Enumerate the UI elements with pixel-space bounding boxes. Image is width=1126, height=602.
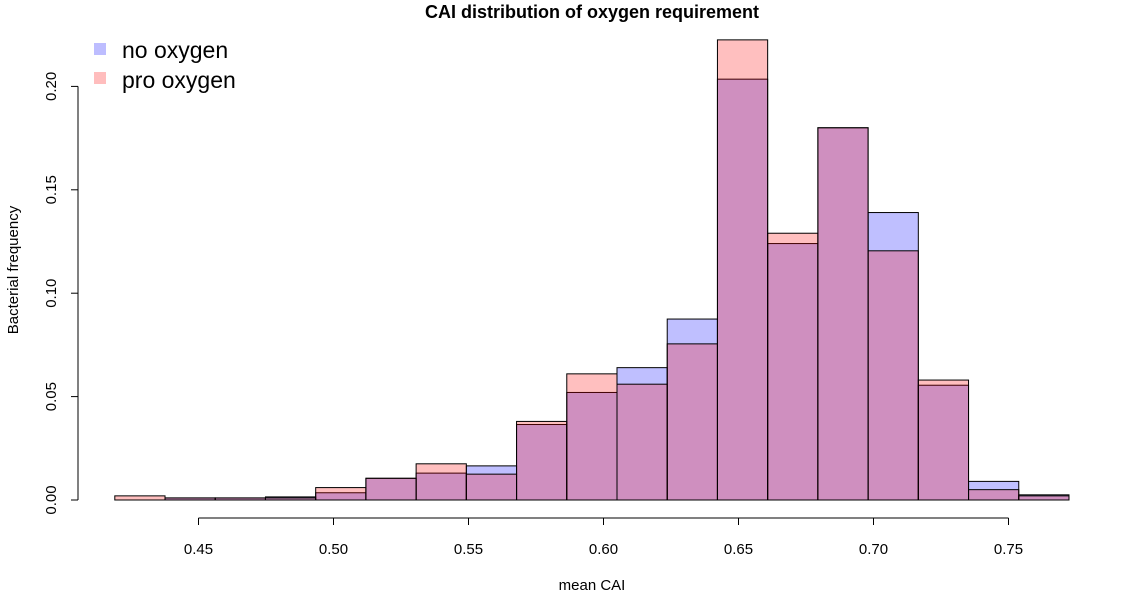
x-tick-label: 0.70 xyxy=(859,541,888,558)
axes-layer: 0.45 0.50 0.55 0.60 0.65 0.70 0.75 0.00 0.05 0.1… xyxy=(43,72,1023,558)
legend-label-no-oxygen: no oxygen xyxy=(122,37,228,63)
bar-pro-oxygen-0 xyxy=(114,495,166,501)
y-tick-label: 0.10 xyxy=(43,279,60,308)
y-tick-label: 0.05 xyxy=(43,382,60,411)
bar-pro-oxygen-7 xyxy=(465,473,518,501)
bar-pro-oxygen-18 xyxy=(1018,495,1070,501)
bar-pro-oxygen-12 xyxy=(716,39,769,501)
bar-pro-oxygen-3 xyxy=(264,497,317,501)
y-axis-ticks: 0.00 0.05 0.10 0.15 0.20 xyxy=(43,72,78,515)
legend-label-pro-oxygen: pro oxygen xyxy=(122,67,236,93)
x-tick-label: 0.75 xyxy=(994,541,1023,558)
bar-pro-oxygen-15 xyxy=(867,250,919,501)
bar-pro-oxygen-1 xyxy=(164,497,216,501)
x-tick-label: 0.60 xyxy=(589,541,618,558)
bar-pro-oxygen-5 xyxy=(365,477,417,501)
legend-swatch-pro-oxygen xyxy=(94,72,106,84)
bar-pro-oxygen-2 xyxy=(214,497,266,501)
x-tick-label: 0.45 xyxy=(184,541,213,558)
y-tick-label: 0.00 xyxy=(43,485,60,514)
bar-pro-oxygen-11 xyxy=(666,343,718,501)
x-tick-label: 0.50 xyxy=(319,541,348,558)
bar-pro-oxygen-8 xyxy=(516,420,568,501)
bar-no-oxygen-11 xyxy=(666,318,718,501)
bar-pro-oxygen-13 xyxy=(767,232,819,501)
bar-pro-oxygen-4 xyxy=(315,487,367,501)
chart-title: CAI distribution of oxygen requirement xyxy=(425,2,759,22)
bar-pro-oxygen-17 xyxy=(968,489,1020,501)
y-tick-label: 0.20 xyxy=(43,72,60,101)
y-tick-label: 0.15 xyxy=(43,175,60,204)
bar-pro-oxygen-16 xyxy=(917,379,970,501)
bar-no-oxygen-13 xyxy=(767,243,819,501)
bar-no-oxygen-15 xyxy=(867,212,919,501)
y-axis-label: Bacterial frequency xyxy=(5,205,22,334)
legend: no oxygen pro oxygen xyxy=(94,37,236,93)
bar-pro-oxygen-9 xyxy=(566,373,618,501)
bar-pro-oxygen-6 xyxy=(415,463,467,501)
bar-no-oxygen-14 xyxy=(817,127,869,501)
x-tick-label: 0.65 xyxy=(724,541,753,558)
x-axis-ticks: 0.45 0.50 0.55 0.60 0.65 0.70 0.75 xyxy=(184,518,1023,558)
bar-pro-oxygen-10 xyxy=(616,383,668,501)
legend-swatch-no-oxygen xyxy=(94,43,106,55)
x-tick-label: 0.55 xyxy=(454,541,483,558)
bar-no-oxygen-9 xyxy=(566,391,618,501)
bar-pro-oxygen-14 xyxy=(817,127,869,501)
bars-layer xyxy=(114,39,1070,501)
x-axis-label: mean CAI xyxy=(559,577,626,594)
